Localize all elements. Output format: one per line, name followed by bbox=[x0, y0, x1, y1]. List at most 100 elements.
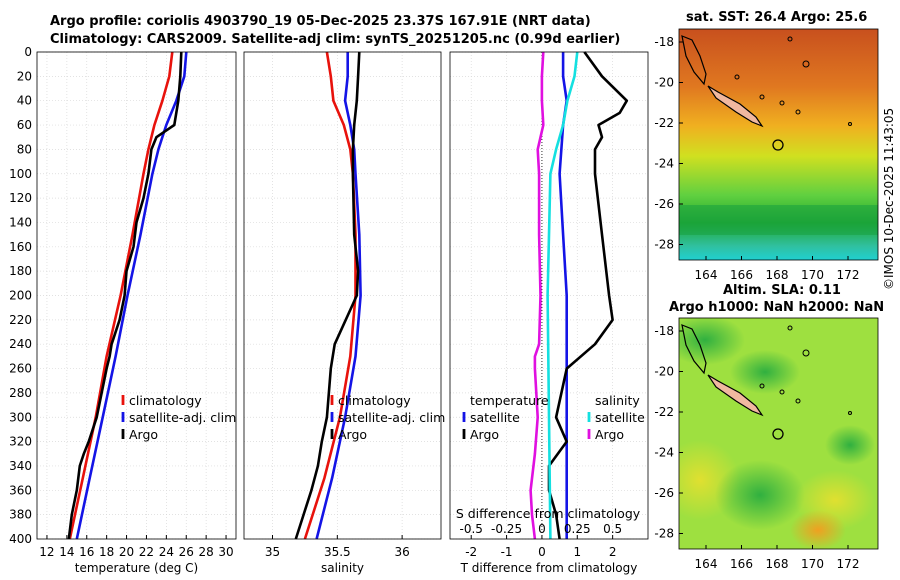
islet bbox=[795, 398, 801, 404]
argo-position-marker bbox=[772, 428, 784, 440]
y-tick-label: 400 bbox=[9, 532, 32, 546]
series-line-argo bbox=[67, 51, 183, 540]
y-tick-label: 140 bbox=[9, 215, 32, 229]
islet bbox=[848, 122, 852, 126]
sst-map-title: sat. SST: 26.4 Argo: 25.6 bbox=[686, 10, 868, 25]
series-line-satellite-adj-clim bbox=[315, 52, 362, 540]
sla-map-frame bbox=[678, 317, 879, 550]
x-tick-label: 24 bbox=[159, 545, 174, 559]
x-tick-label: -1 bbox=[501, 545, 513, 559]
y-tick-label: 20 bbox=[17, 69, 32, 83]
sst-patch bbox=[679, 205, 878, 235]
x-tick-label: 36 bbox=[394, 545, 409, 559]
islet bbox=[787, 325, 793, 331]
series-line-salinity-satellite bbox=[546, 51, 579, 540]
plot-title-line1: Argo profile: coriolis 4903790_19 05-Dec… bbox=[50, 14, 591, 29]
difference-panel: -2 -1 0 1 2 T difference from climatology temp… bbox=[449, 51, 649, 575]
y-tick-label: 220 bbox=[9, 313, 32, 327]
sla-map-title-line1: Altim. SLA: 0.11 bbox=[723, 283, 841, 298]
x-tick-label: 20 bbox=[119, 545, 134, 559]
sla-map-title-line2: Argo h1000: NaN h2000: NaN bbox=[669, 300, 885, 315]
x-axis-label: T difference from climatology bbox=[460, 561, 638, 575]
x-tick-label: -2 bbox=[465, 545, 477, 559]
legend-label: Argo bbox=[338, 427, 367, 442]
x-axis-label: temperature (deg C) bbox=[75, 561, 198, 575]
y-tick-label: 100 bbox=[9, 167, 32, 181]
series-line-salinity-argo bbox=[529, 51, 545, 540]
sla-blob bbox=[730, 350, 800, 394]
islet bbox=[779, 100, 785, 106]
x-tick-label: 26 bbox=[179, 545, 194, 559]
islet bbox=[787, 36, 793, 42]
islet bbox=[759, 383, 765, 389]
islet bbox=[759, 94, 765, 100]
y-tick-label: 40 bbox=[17, 94, 32, 108]
secondary-tick-label: 0.5 bbox=[603, 522, 622, 536]
y-tick-label: 0 bbox=[24, 45, 32, 59]
coast-outline bbox=[681, 324, 707, 375]
legend-label: Argo bbox=[595, 427, 624, 442]
y-tick-label: 160 bbox=[9, 240, 32, 254]
legend-label: Argo bbox=[470, 427, 499, 442]
sla-map bbox=[678, 317, 879, 550]
islet bbox=[802, 349, 810, 357]
y-tick-label: 340 bbox=[9, 459, 32, 473]
x-tick-label: 18 bbox=[99, 545, 114, 559]
salinity-panel: 35 35.5 36 salinity climatology satellite-adj… bbox=[243, 51, 445, 575]
sla-blob bbox=[790, 510, 846, 549]
sst-x-tick-label: 166 bbox=[730, 268, 753, 282]
x-tick-label: 16 bbox=[79, 545, 94, 559]
x-tick-label: 2 bbox=[609, 545, 617, 559]
sst-y-tick-label: -24 bbox=[654, 157, 674, 171]
x-tick-label: 35.5 bbox=[324, 545, 351, 559]
sst-y-tick-label: -26 bbox=[654, 197, 674, 211]
sst-map-frame bbox=[678, 28, 879, 261]
sst-x-tick-label: 164 bbox=[695, 268, 718, 282]
sst-y-tick-label: -28 bbox=[654, 238, 674, 252]
x-tick-label: 12 bbox=[39, 545, 54, 559]
sst-map bbox=[678, 28, 879, 261]
islet bbox=[779, 389, 785, 395]
sst-y-tick-label: -20 bbox=[654, 76, 674, 90]
legend-title: temperature bbox=[470, 393, 549, 408]
secondary-tick-label: -0.5 bbox=[460, 522, 483, 536]
y-tick-label: 60 bbox=[17, 118, 32, 132]
legend-title: salinity bbox=[595, 393, 640, 408]
y-tick-label: 180 bbox=[9, 264, 32, 278]
sst-x-tick-label: 168 bbox=[766, 268, 789, 282]
sla-blob bbox=[715, 460, 805, 530]
sst-y-tick-label: -22 bbox=[654, 116, 674, 130]
new-caledonia-island bbox=[707, 85, 764, 128]
sla-y-tick-label: -24 bbox=[654, 446, 674, 460]
sla-y-tick-label: -22 bbox=[654, 405, 674, 419]
y-tick-label: 380 bbox=[9, 508, 32, 522]
x-tick-label: 1 bbox=[573, 545, 581, 559]
secondary-axis-label: S difference from climatology bbox=[456, 506, 641, 521]
sla-x-tick-label: 170 bbox=[801, 557, 824, 571]
sla-y-tick-label: -26 bbox=[654, 486, 674, 500]
y-tick-label: 300 bbox=[9, 410, 32, 424]
x-tick-label: 22 bbox=[139, 545, 154, 559]
sst-y-tick-label: -18 bbox=[654, 35, 674, 49]
x-tick-label: 14 bbox=[59, 545, 74, 559]
x-tick-label: 0 bbox=[538, 545, 546, 559]
sla-x-tick-label: 164 bbox=[695, 557, 718, 571]
sla-y-tick-label: -18 bbox=[654, 324, 674, 338]
legend-label: Argo bbox=[129, 427, 158, 442]
islet bbox=[734, 74, 740, 80]
secondary-tick-label: -0.25 bbox=[491, 522, 522, 536]
sst-x-tick-label: 170 bbox=[801, 268, 824, 282]
plot-frame bbox=[36, 51, 237, 540]
y-tick-label: 260 bbox=[9, 362, 32, 376]
legend-label: satellite-adj. clim bbox=[338, 410, 445, 425]
legend-label: satellite bbox=[470, 410, 520, 425]
plot-background bbox=[244, 52, 441, 539]
secondary-tick-label: 0.25 bbox=[564, 522, 591, 536]
legend-label: climatology bbox=[129, 393, 202, 408]
sla-x-tick-label: 166 bbox=[730, 557, 753, 571]
y-tick-label: 360 bbox=[9, 483, 32, 497]
coast-outline bbox=[681, 35, 707, 86]
islet bbox=[848, 411, 852, 415]
y-tick-label: 80 bbox=[17, 142, 32, 156]
